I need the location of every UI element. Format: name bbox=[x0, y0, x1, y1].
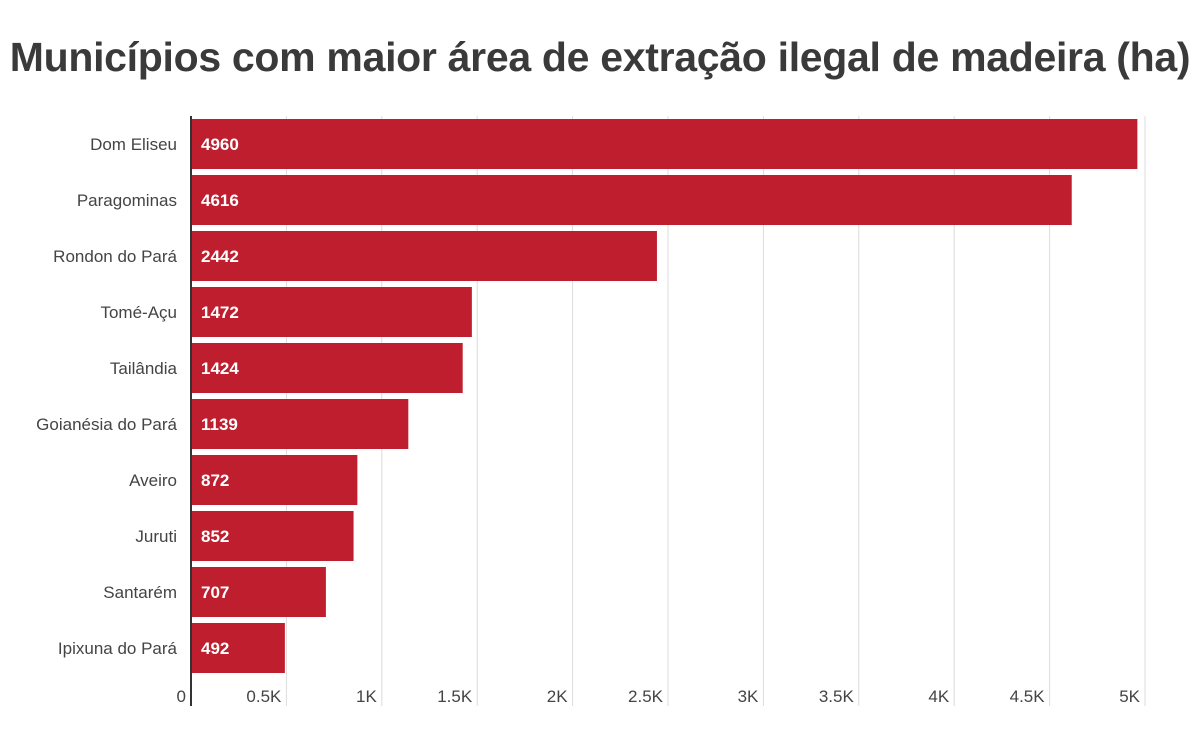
bar-value-label: 707 bbox=[201, 583, 229, 602]
bar bbox=[192, 287, 472, 337]
x-tick-label: 5K bbox=[1119, 687, 1140, 706]
bar bbox=[192, 567, 326, 617]
bar-value-label: 1472 bbox=[201, 303, 239, 322]
category-label: Juruti bbox=[135, 527, 177, 546]
bar bbox=[192, 455, 358, 505]
bar-value-label: 4960 bbox=[201, 135, 239, 154]
bar bbox=[192, 231, 657, 281]
category-label: Ipixuna do Pará bbox=[58, 639, 178, 658]
x-tick-label: 2.5K bbox=[628, 687, 664, 706]
bar-value-label: 872 bbox=[201, 471, 229, 490]
category-label: Tomé-Açu bbox=[100, 303, 177, 322]
bar bbox=[192, 511, 354, 561]
category-label: Dom Eliseu bbox=[90, 135, 177, 154]
bar bbox=[192, 623, 285, 673]
bar-value-label: 4616 bbox=[201, 191, 239, 210]
x-tick-label: 2K bbox=[547, 687, 568, 706]
x-tick-label: 3.5K bbox=[819, 687, 855, 706]
bars: 4960 4616 2442 1472 1424 1139 872 852 707 492 bbox=[192, 119, 1138, 673]
bar bbox=[192, 119, 1138, 169]
category-label: Rondon do Pará bbox=[53, 247, 177, 266]
x-tick-label: 1.5K bbox=[437, 687, 473, 706]
category-label: Santarém bbox=[103, 583, 177, 602]
bar-value-label: 492 bbox=[201, 639, 229, 658]
category-label: Tailândia bbox=[110, 359, 178, 378]
category-label: Goianésia do Pará bbox=[36, 415, 177, 434]
bar-value-label: 1424 bbox=[201, 359, 239, 378]
bar-value-label: 2442 bbox=[201, 247, 239, 266]
category-label: Paragominas bbox=[77, 191, 177, 210]
x-tick-label: 4K bbox=[928, 687, 949, 706]
x-tick-label: 0.5K bbox=[246, 687, 282, 706]
x-tick-label: 3K bbox=[738, 687, 759, 706]
x-tick-label: 4.5K bbox=[1010, 687, 1046, 706]
bar bbox=[192, 175, 1072, 225]
axis: 0 0.5K 1K 1.5K 2K 2.5K 3K 3.5K 4K 4.5K 5K Dom Elise… bbox=[36, 116, 1141, 706]
bar-value-label: 1139 bbox=[201, 415, 238, 434]
bar bbox=[192, 343, 463, 393]
chart-title: Municípios com maior área de extração il… bbox=[9, 34, 1191, 80]
bar-value-label: 852 bbox=[201, 527, 229, 546]
x-tick-label: 1K bbox=[356, 687, 377, 706]
category-label: Aveiro bbox=[129, 471, 177, 490]
x-tick-label: 0 bbox=[177, 687, 186, 706]
bar bbox=[192, 399, 409, 449]
